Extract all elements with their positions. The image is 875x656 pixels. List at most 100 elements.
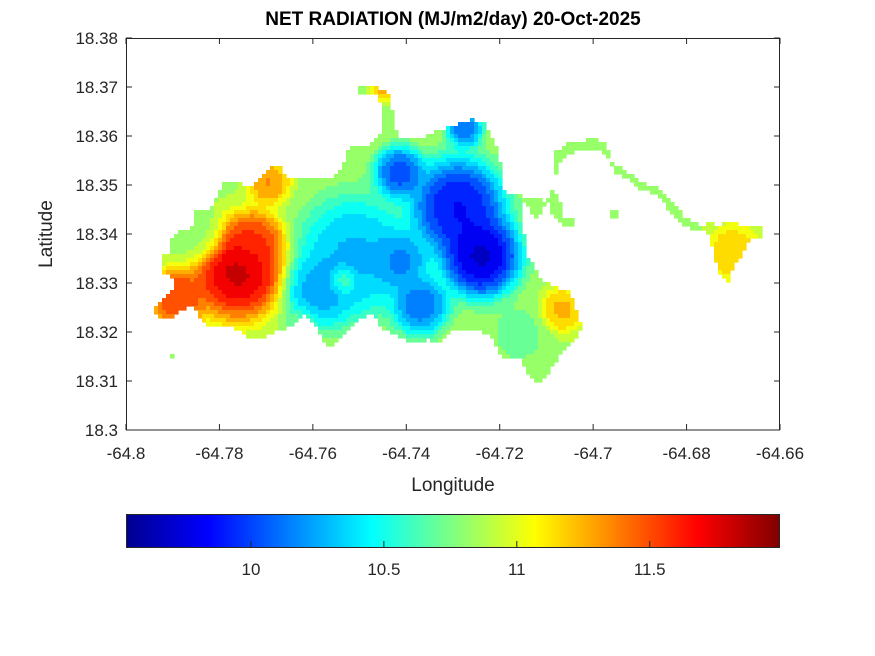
heatmap-cell xyxy=(186,290,191,295)
heatmap-cell xyxy=(510,266,515,271)
heatmap-cell xyxy=(434,286,439,291)
heatmap-cell xyxy=(346,282,351,287)
heatmap-cell xyxy=(354,306,359,311)
heatmap-cell xyxy=(302,190,307,195)
heatmap-cell xyxy=(338,242,343,247)
heatmap-cell xyxy=(518,206,523,211)
heatmap-cell xyxy=(282,198,287,203)
heatmap-cell xyxy=(250,234,255,239)
heatmap-cell xyxy=(438,274,443,279)
heatmap-cell xyxy=(406,250,411,255)
heatmap-cell xyxy=(326,218,331,223)
heatmap-cell xyxy=(426,282,431,287)
heatmap-cell xyxy=(362,218,367,223)
heatmap-cell xyxy=(250,198,255,203)
heatmap-cell xyxy=(354,294,359,299)
heatmap-cell xyxy=(258,286,263,291)
heatmap-cell xyxy=(454,326,459,331)
heatmap-cell xyxy=(258,334,263,339)
heatmap-cell xyxy=(494,306,499,311)
heatmap-cell xyxy=(482,238,487,243)
heatmap-cell xyxy=(354,302,359,307)
heatmap-cell xyxy=(186,250,191,255)
heatmap-cell xyxy=(418,190,423,195)
heatmap-cell xyxy=(486,318,491,323)
heatmap-cell xyxy=(274,274,279,279)
heatmap-cell xyxy=(382,250,387,255)
heatmap-cell xyxy=(466,326,471,331)
heatmap-cell xyxy=(258,262,263,267)
heatmap-cell xyxy=(310,234,315,239)
heatmap-cell xyxy=(254,202,259,207)
heatmap-cell xyxy=(442,214,447,219)
heatmap-cell xyxy=(390,126,395,131)
heatmap-cell xyxy=(386,258,391,263)
heatmap-cell xyxy=(342,214,347,219)
heatmap-cell xyxy=(242,250,247,255)
heatmap-cell xyxy=(558,350,563,355)
heatmap-cell xyxy=(210,282,215,287)
heatmap-cell xyxy=(322,298,327,303)
heatmap-cell xyxy=(314,262,319,267)
heatmap-cell xyxy=(566,302,571,307)
heatmap-cell xyxy=(486,190,491,195)
heatmap-cell xyxy=(410,142,415,147)
heatmap-cell xyxy=(502,206,507,211)
heatmap-cell xyxy=(298,258,303,263)
heatmap-cell xyxy=(182,238,187,243)
heatmap-cell xyxy=(406,310,411,315)
heatmap-cell xyxy=(474,290,479,295)
heatmap-cell xyxy=(354,230,359,235)
heatmap-cell xyxy=(726,234,731,239)
heatmap-cell xyxy=(326,266,331,271)
heatmap-cell xyxy=(522,350,527,355)
heatmap-cell xyxy=(398,258,403,263)
heatmap-cell xyxy=(242,314,247,319)
heatmap-cell xyxy=(226,286,231,291)
heatmap-cell xyxy=(250,302,255,307)
heatmap-cell xyxy=(334,186,339,191)
heatmap-cell xyxy=(254,318,259,323)
heatmap-cell xyxy=(362,166,367,171)
heatmap-cell xyxy=(286,314,291,319)
heatmap-cell xyxy=(434,214,439,219)
heatmap-cell xyxy=(242,198,247,203)
heatmap-cell xyxy=(386,186,391,191)
heatmap-cell xyxy=(402,194,407,199)
heatmap-cell xyxy=(342,298,347,303)
heatmap-cell xyxy=(354,174,359,179)
heatmap-cell xyxy=(382,210,387,215)
heatmap-cell xyxy=(334,290,339,295)
heatmap-cell xyxy=(502,234,507,239)
heatmap-cell xyxy=(162,306,167,311)
heatmap-cell xyxy=(410,314,415,319)
heatmap-cell xyxy=(154,310,159,315)
heatmap-cell xyxy=(454,222,459,227)
heatmap-cell xyxy=(270,170,275,175)
heatmap-cell xyxy=(490,254,495,259)
heatmap-cell xyxy=(526,362,531,367)
heatmap-cell xyxy=(206,218,211,223)
heatmap-cell xyxy=(374,174,379,179)
heatmap-cell xyxy=(330,274,335,279)
heatmap-cell xyxy=(270,258,275,263)
heatmap-cell xyxy=(722,250,727,255)
heatmap-cell xyxy=(570,338,575,343)
heatmap-cell xyxy=(522,270,527,275)
heatmap-cell xyxy=(210,210,215,215)
heatmap-cell xyxy=(378,226,383,231)
heatmap-cell xyxy=(518,298,523,303)
heatmap-cell xyxy=(274,222,279,227)
heatmap-cell xyxy=(166,294,171,299)
heatmap-cell xyxy=(426,186,431,191)
heatmap-cell xyxy=(490,146,495,151)
heatmap-cell xyxy=(234,270,239,275)
heatmap-cell xyxy=(246,306,251,311)
heatmap-cell xyxy=(570,150,575,155)
heatmap-cell xyxy=(462,154,467,159)
heatmap-cell xyxy=(226,262,231,267)
heatmap-cell xyxy=(562,218,567,223)
heatmap-cell xyxy=(222,270,227,275)
heatmap-cell xyxy=(386,230,391,235)
heatmap-cell xyxy=(306,198,311,203)
